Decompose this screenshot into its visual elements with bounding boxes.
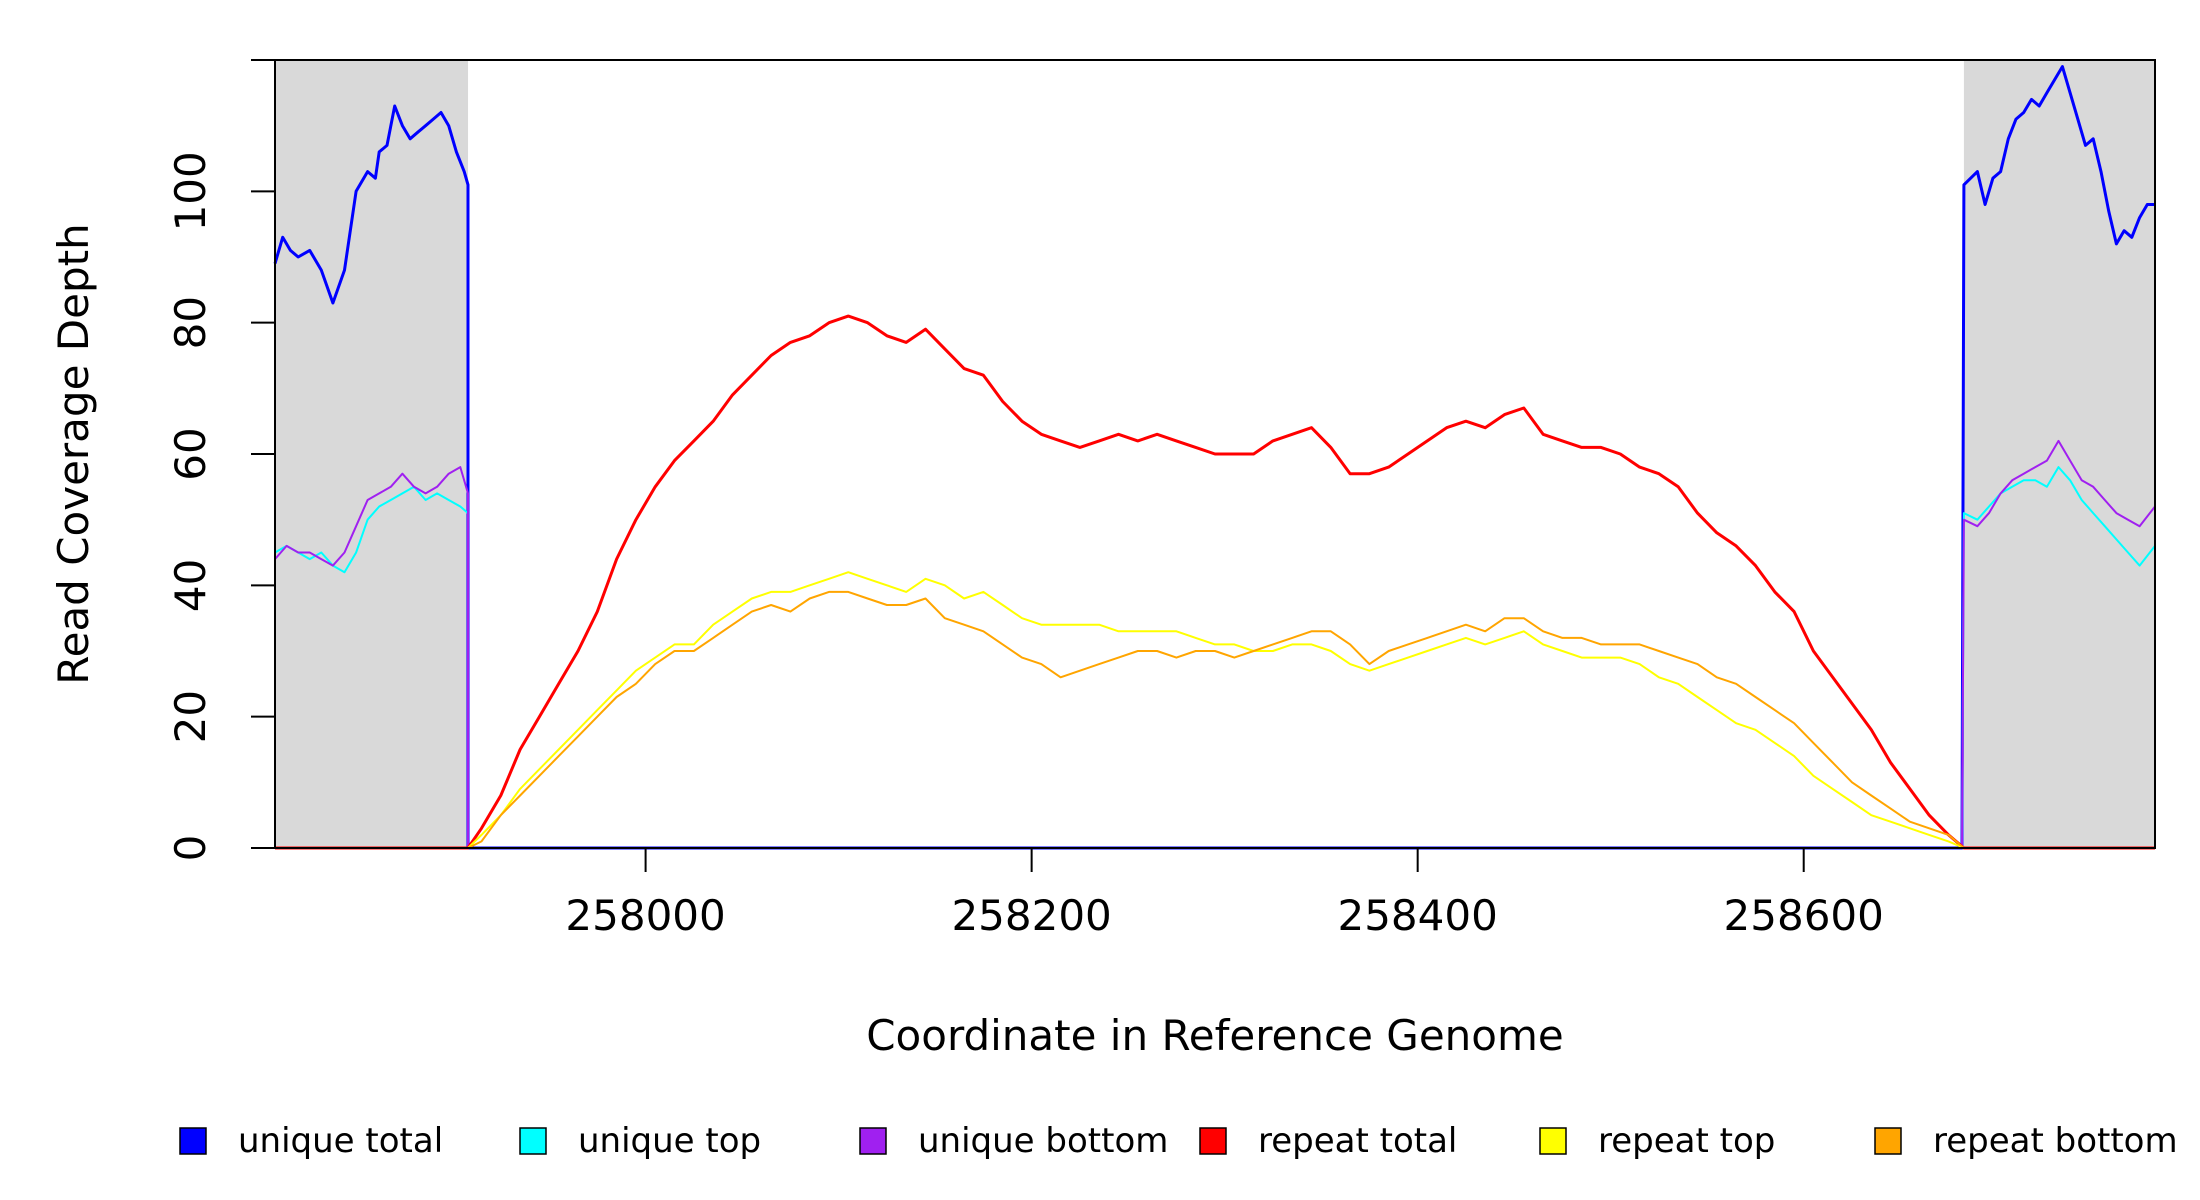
legend-swatch [1539, 1127, 1567, 1155]
legend-label: repeat bottom [1933, 1121, 2178, 1161]
x-tick-label: 258000 [565, 891, 725, 940]
legend-swatch [519, 1127, 547, 1155]
legend-label: repeat total [1258, 1121, 1457, 1161]
y-tick-label: 20 [166, 690, 215, 743]
series-line-unique-top [274, 466, 2156, 849]
shaded-region-1 [1963, 60, 2155, 848]
legend-label: unique total [238, 1121, 443, 1161]
legend-item-unique-bottom: unique bottom [859, 1121, 1168, 1161]
legend-swatch [1199, 1127, 1227, 1155]
legend-item-repeat-bottom: repeat bottom [1874, 1121, 2178, 1161]
legend-label: repeat top [1598, 1121, 1775, 1161]
series-lines [273, 65, 2156, 850]
x-tick-label: 258600 [1724, 891, 1884, 940]
legend-label: unique top [578, 1121, 761, 1161]
y-tick-label: 0 [166, 835, 215, 862]
shaded-regions [275, 60, 2155, 848]
axes: 258000 258200 258400 258600 0 20 40 60 80 100 [166, 59, 1884, 940]
legend-item-unique-total: unique total [179, 1121, 443, 1161]
y-tick-label: 40 [166, 559, 215, 612]
legend: unique total unique top unique bottom repea… [179, 1121, 2178, 1161]
series-line-repeat-top [275, 571, 2155, 849]
shaded-region-0 [275, 60, 469, 848]
legend-swatch [1874, 1127, 1902, 1155]
legend-item-repeat-top: repeat top [1539, 1121, 1775, 1161]
legend-item-repeat-total: repeat total [1199, 1121, 1457, 1161]
y-tick-label: 80 [166, 296, 215, 349]
x-tick-label: 258200 [951, 891, 1111, 940]
legend-swatch [859, 1127, 887, 1155]
legend-swatch [179, 1127, 207, 1155]
y-tick-label: 100 [166, 151, 215, 231]
series-line-repeat-total [275, 314, 2155, 850]
series-line-repeat-bottom [275, 590, 2155, 849]
legend-item-unique-top: unique top [519, 1121, 761, 1161]
y-tick-label: 60 [166, 427, 215, 480]
y-axis-title: Read Coverage Depth [49, 223, 98, 684]
legend-label: unique bottom [918, 1121, 1168, 1161]
x-tick-label: 258400 [1337, 891, 1497, 940]
x-axis-title: Coordinate in Reference Genome [866, 1011, 1564, 1060]
